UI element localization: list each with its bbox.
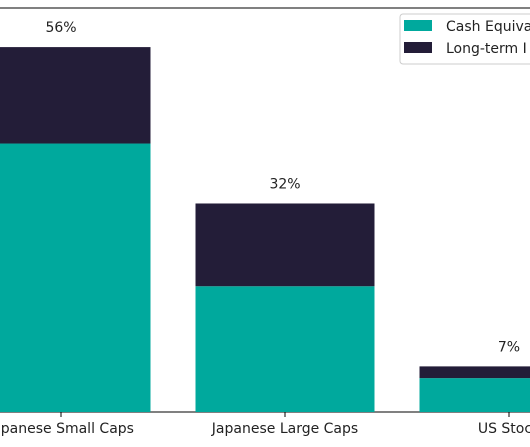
x-tick-label: US Stock (478, 421, 530, 437)
x-tick-labels: Japanese Small Caps Japanese Large Caps US… (0, 412, 530, 437)
legend-swatch-1 (404, 42, 432, 53)
bar-total-label: 32% (269, 176, 300, 192)
bar-segment-cash-equivalents-1 (196, 286, 375, 412)
x-tick-label: Japanese Large Caps (211, 421, 358, 437)
x-tick-label: Japanese Small Caps (0, 421, 134, 437)
bar-total-label: 7% (498, 339, 520, 355)
legend: Cash Equiva Long-term I (400, 14, 530, 64)
bar-segment-cash-equivalents-2 (420, 378, 530, 412)
legend-swatch-0 (404, 20, 432, 31)
bar-total-label: 56% (45, 20, 76, 36)
bar-segment-long-term-0 (0, 47, 151, 143)
legend-label-0: Cash Equiva (446, 19, 530, 35)
bar-segment-cash-equivalents-0 (0, 144, 151, 412)
bars (0, 47, 530, 412)
bar-segment-long-term-2 (420, 366, 530, 378)
bar-segment-long-term-1 (196, 203, 375, 286)
legend-label-1: Long-term I (446, 41, 527, 57)
